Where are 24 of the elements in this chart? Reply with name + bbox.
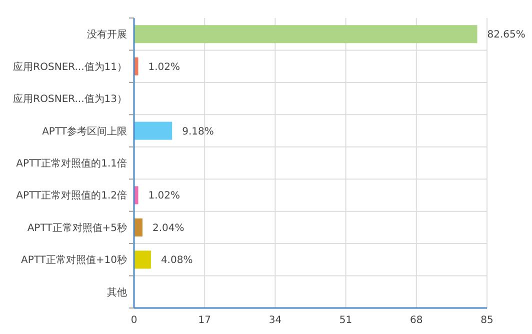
x-tick-label: 0	[130, 315, 138, 326]
y-tick-label: APTT正常对照值的1.2倍	[16, 190, 127, 202]
data-label: 9.18%	[182, 126, 214, 138]
y-tick-label: 应用ROSNER...值为11）	[13, 60, 127, 73]
data-label: 1.02%	[148, 62, 180, 73]
x-tick-label: 85	[480, 315, 494, 326]
y-tick-label: 其他	[107, 286, 127, 298]
y-tick-label: APTT正常对照值+10秒	[20, 254, 127, 266]
y-tick-label: 应用ROSNER...值为13）	[13, 93, 127, 106]
data-label: 1.02%	[148, 190, 180, 202]
y-tick-label: APTT参考区间上限	[42, 125, 127, 138]
x-tick-label: 34	[268, 315, 282, 326]
data-label: 82.65%	[487, 30, 526, 41]
data-label: 4.08%	[160, 255, 193, 266]
x-tick-label: 51	[339, 315, 352, 326]
bar	[134, 25, 478, 44]
x-tick-label: 17	[198, 315, 211, 326]
y-tick-label: APTT正常对照值的1.1倍	[16, 158, 127, 170]
bar	[134, 250, 151, 269]
x-tick-label: 68	[410, 315, 423, 326]
y-tick-label: 没有开展	[87, 28, 127, 41]
data-label: 2.04%	[152, 222, 184, 234]
y-tick-label: APTT正常对照值+5秒	[27, 222, 127, 234]
bar	[134, 122, 172, 140]
